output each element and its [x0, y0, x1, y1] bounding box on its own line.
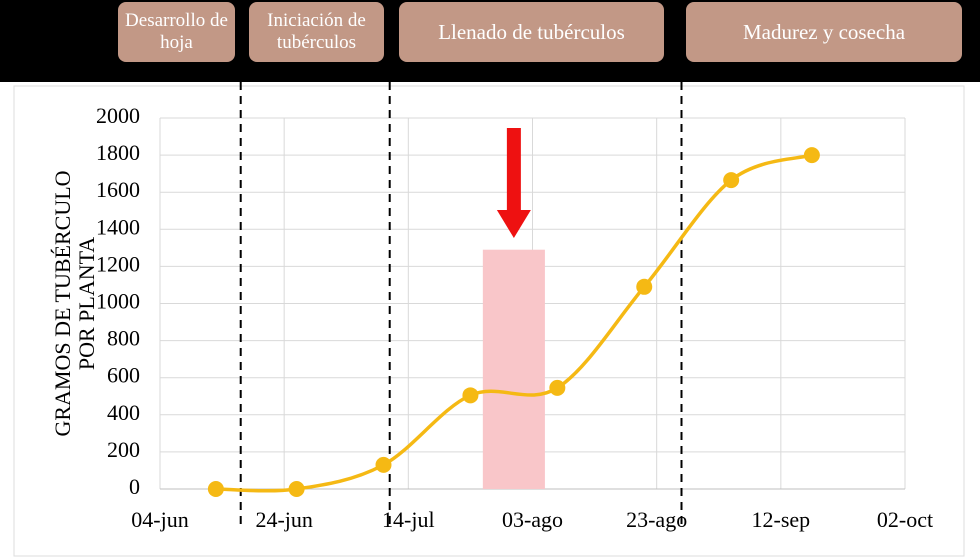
data-point	[723, 172, 740, 189]
x-tick-label: 24-jun	[255, 507, 312, 532]
arrow	[496, 128, 531, 238]
x-tick-label: 23-ago	[626, 507, 687, 532]
y-axis-label: POR PLANTA	[74, 237, 99, 370]
y-tick-label: 2000	[96, 103, 140, 128]
highlight-region	[482, 249, 545, 489]
data-point	[549, 379, 566, 396]
data-point	[207, 481, 224, 497]
y-tick-label: 1200	[96, 251, 140, 276]
x-tick-label: 04-jun	[131, 507, 188, 532]
y-tick-label: 800	[107, 326, 140, 351]
x-tick-label: 02-oct	[877, 507, 933, 532]
stage-label: Iniciación de tubérculos	[249, 2, 384, 62]
y-tick-label: 1400	[96, 214, 140, 239]
x-tick-label: 03-ago	[502, 507, 563, 532]
y-tick-label: 0	[129, 474, 140, 499]
y-tick-label: 200	[107, 437, 140, 462]
data-point	[462, 387, 479, 404]
series-line	[215, 153, 813, 493]
stage-label: Madurez y cosecha	[686, 2, 962, 62]
data-point	[288, 481, 305, 497]
data-point	[636, 278, 653, 295]
y-axis-label: GRAMOS DE TUBÉRCULO	[50, 170, 75, 436]
x-tick-label: 12-sep	[752, 507, 811, 532]
x-tick-label: 14-jul	[382, 507, 435, 532]
y-tick-label: 1000	[96, 289, 140, 314]
chart-frame	[13, 85, 965, 557]
y-tick-label: 1800	[96, 140, 140, 165]
data-point	[375, 456, 392, 473]
y-tick-label: 600	[107, 363, 140, 388]
stage-label: Desarrollo de hoja	[118, 2, 235, 62]
stage-label: Llenado de tubérculos	[399, 2, 664, 62]
data-point	[803, 147, 820, 164]
y-tick-label: 1600	[96, 177, 140, 202]
y-tick-label: 400	[107, 400, 140, 425]
